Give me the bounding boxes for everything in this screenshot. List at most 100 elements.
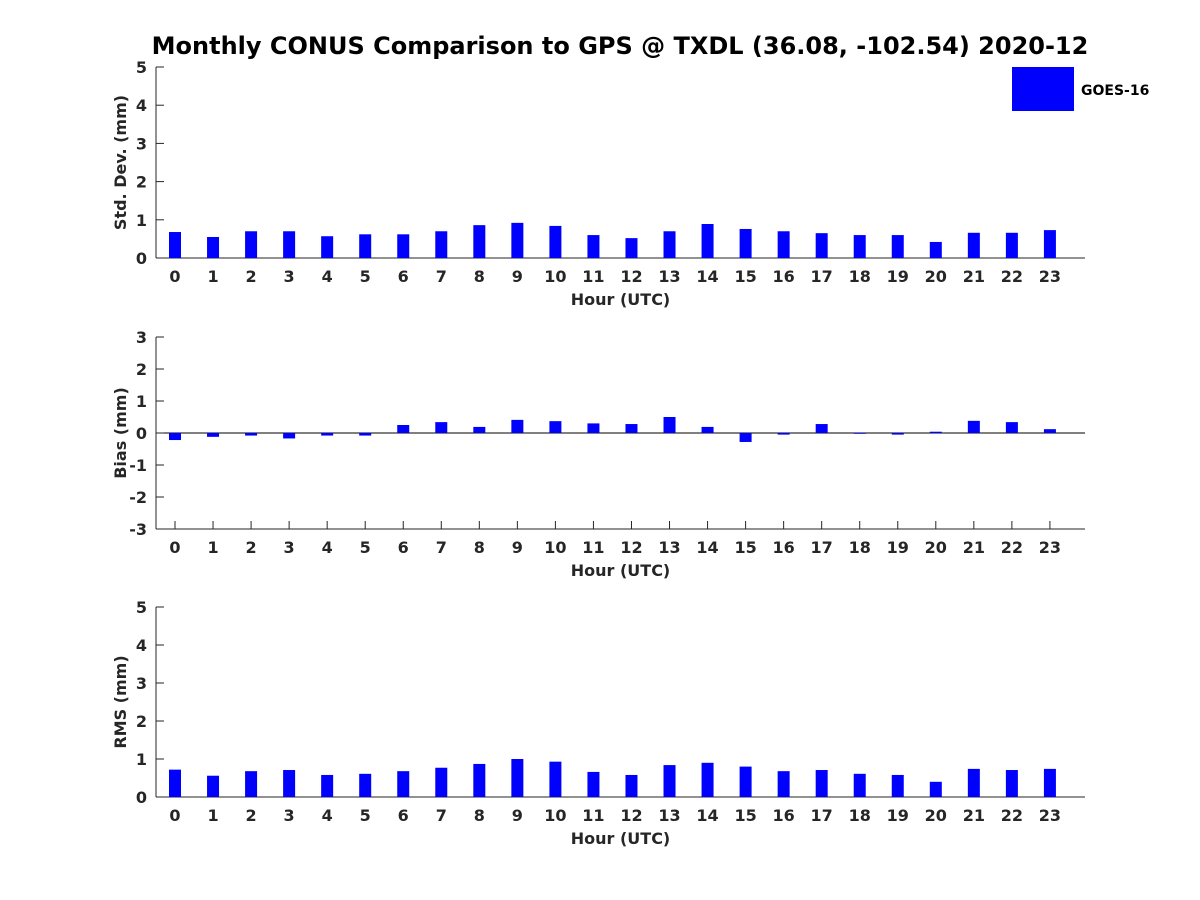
bar-hour-10 [549,225,562,258]
bar-hour-2 [245,433,258,436]
x-tick-label: 18 [849,538,871,557]
x-tick-label: 18 [849,267,871,286]
bar-hour-13 [663,417,676,433]
bar-hour-20 [929,781,942,797]
bar-hour-5 [359,234,372,258]
x-tick-label: 19 [887,806,909,825]
bar-hour-7 [435,231,448,258]
x-tick-label: 13 [658,806,680,825]
bar-hour-0 [169,769,181,797]
bar-hour-22 [1005,232,1018,258]
bar-hour-15 [739,228,752,258]
bar-hour-14 [701,762,714,797]
y-tick-label: 1 [136,211,147,230]
x-tick-label: 20 [925,267,947,286]
x-tick-label: 23 [1039,538,1061,557]
bar-hour-15 [739,433,752,442]
x-tick-label: 17 [811,538,833,557]
x-tick-label: 20 [925,806,947,825]
bar-hour-7 [435,422,448,433]
x-tick-label: 6 [398,267,409,286]
bar-hour-19 [891,235,904,258]
y-tick-label: 2 [136,360,147,379]
x-tick-label: 14 [696,806,718,825]
x-tick-label: 16 [773,806,795,825]
x-tick-label: 1 [207,267,218,286]
bar-hour-0 [169,232,181,258]
x-tick-label: 15 [734,538,756,557]
x-tick-label: 9 [512,538,523,557]
x-tick-label: 10 [544,538,566,557]
bar-hour-16 [777,771,790,797]
x-tick-label: 11 [582,806,604,825]
bar-hour-18 [853,433,866,434]
x-tick-label: 16 [773,538,795,557]
x-tick-label: 5 [360,806,371,825]
bar-hour-23 [1043,230,1056,258]
x-tick-label: 14 [696,538,718,557]
bar-hour-12 [625,238,638,258]
bar-hour-1 [207,433,220,437]
x-tick-label: 5 [360,267,371,286]
x-tick-label: 13 [658,267,680,286]
y-tick-label: 3 [136,674,147,693]
y-tick-label: 1 [136,392,147,411]
x-axis-label: Hour (UTC) [571,829,671,848]
bar-hour-3 [283,231,296,258]
bar-hour-8 [473,225,486,258]
x-tick-label: 0 [169,806,180,825]
y-tick-label: 3 [136,134,147,153]
y-tick-label: 5 [136,598,147,617]
x-tick-label: 0 [169,267,180,286]
x-tick-label: 10 [544,806,566,825]
bar-hour-1 [207,236,220,258]
bar-hour-17 [815,233,828,258]
x-tick-label: 13 [658,538,680,557]
x-tick-label: 3 [284,806,295,825]
bar-hour-21 [967,232,980,258]
x-tick-label: 8 [474,538,485,557]
bar-hour-3 [283,770,296,797]
legend-label-goes-16: GOES-16 [1081,83,1149,99]
bar-hour-18 [853,235,866,258]
y-axis-label: RMS (mm) [111,655,130,748]
bar-hour-16 [777,231,790,258]
x-axis-label: Hour (UTC) [571,290,671,309]
x-tick-label: 7 [436,806,447,825]
x-tick-label: 6 [398,806,409,825]
chart-title: Monthly CONUS Comparison to GPS @ TXDL (… [152,32,1089,60]
bar-hour-12 [625,774,638,797]
bar-hour-23 [1043,768,1056,797]
y-axis-label: Bias (mm) [111,387,130,479]
bar-hour-11 [587,235,600,258]
x-tick-label: 21 [963,806,985,825]
x-tick-label: 22 [1001,538,1023,557]
y-tick-label: 2 [136,173,147,192]
x-tick-label: 11 [582,267,604,286]
bar-hour-5 [359,773,372,797]
bar-hour-8 [473,426,486,433]
x-tick-label: 8 [474,806,485,825]
x-tick-label: 5 [360,538,371,557]
x-tick-label: 9 [512,806,523,825]
bar-hour-16 [777,433,790,435]
y-tick-label: 4 [136,96,147,115]
bar-hour-19 [891,774,904,797]
y-tick-label: 4 [136,636,147,655]
bar-hour-17 [815,770,828,797]
x-tick-label: 11 [582,538,604,557]
x-tick-label: 17 [811,267,833,286]
bar-hour-17 [815,424,828,433]
x-tick-label: 21 [963,267,985,286]
x-tick-label: 9 [512,267,523,286]
bar-hour-9 [511,759,524,797]
bar-hour-6 [397,234,410,258]
x-tick-label: 10 [544,267,566,286]
bar-hour-2 [245,231,258,258]
x-tick-label: 3 [284,267,295,286]
bar-hour-9 [511,419,524,433]
bar-hour-11 [587,423,600,433]
